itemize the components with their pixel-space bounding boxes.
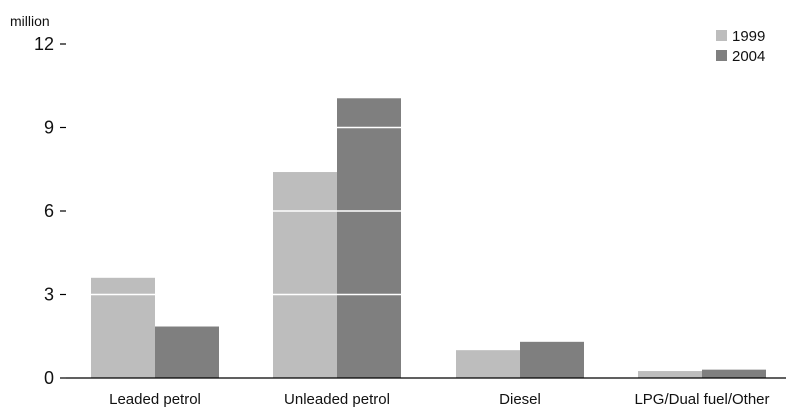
bars: [91, 98, 766, 379]
bar-2004-diesel: [520, 341, 584, 378]
bar-1999-unleaded-petrol: [273, 172, 337, 378]
legend-label-2004: 2004: [732, 48, 765, 65]
bar-1999-lpg-dual-fuel-other: [638, 371, 702, 378]
legend-label-1999: 1999: [732, 28, 765, 45]
bar-1999-diesel: [456, 350, 520, 378]
x-axis-labels: Leaded petrol Unleaded petrol Diesel LPG/Du…: [109, 391, 769, 408]
legend: 1999 2004: [716, 28, 765, 65]
bar-2004-unleaded-petrol: [337, 98, 401, 379]
x-tick-label: Leaded petrol: [109, 391, 201, 408]
y-axis-ticks: 0 3 6 9 12: [34, 34, 66, 388]
bar-2004-leaded-petrol: [155, 326, 219, 378]
y-axis-unit-label: million: [10, 13, 50, 29]
y-tick-label: 6: [44, 201, 54, 221]
y-tick-label: 0: [44, 368, 54, 388]
x-tick-label: LPG/Dual fuel/Other: [634, 391, 769, 408]
y-tick-label: 3: [44, 285, 54, 305]
y-tick-label: 9: [44, 118, 54, 138]
legend-swatch-2004: [716, 50, 727, 61]
x-tick-label: Unleaded petrol: [284, 391, 390, 408]
legend-swatch-1999: [716, 30, 727, 41]
gridlines-over-bars: [66, 126, 786, 296]
x-tick-label: Diesel: [499, 391, 541, 408]
bar-2004-lpg-dual-fuel-other: [702, 369, 766, 378]
y-tick-label: 12: [34, 34, 54, 54]
bar-1999-leaded-petrol: [91, 277, 155, 378]
